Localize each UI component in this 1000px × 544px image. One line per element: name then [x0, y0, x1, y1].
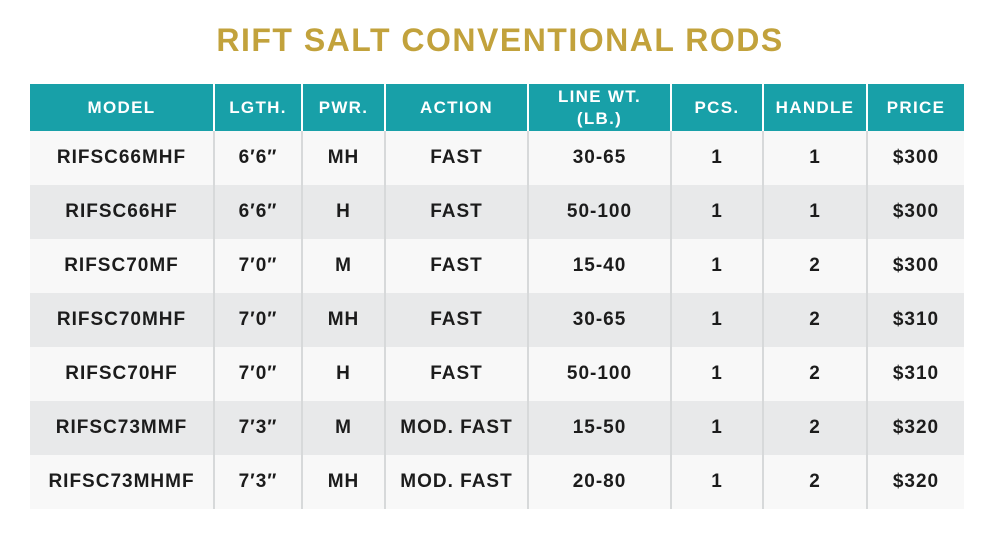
cell-handle: 2: [762, 347, 867, 401]
cell-length: 7′0″: [213, 293, 302, 347]
cell-power: H: [301, 185, 385, 239]
cell-power: MH: [301, 455, 385, 509]
rods-table-container: MODEL LGTH. PWR. ACTION LINE WT. (LB.) P…: [30, 84, 964, 509]
cell-action: FAST: [384, 239, 528, 293]
cell-action: FAST: [384, 293, 528, 347]
column-header-model: MODEL: [30, 84, 214, 131]
cell-power: H: [301, 347, 385, 401]
table-row: RIFSC66MHF 6′6″ MH FAST 30-65 1 1 $300: [30, 131, 964, 185]
cell-length: 6′6″: [213, 131, 302, 185]
cell-action: FAST: [384, 131, 528, 185]
cell-pcs: 1: [670, 347, 763, 401]
cell-length: 7′0″: [213, 347, 302, 401]
cell-power: M: [301, 401, 385, 455]
cell-price: $300: [866, 239, 964, 293]
cell-pcs: 1: [670, 401, 763, 455]
cell-pcs: 1: [670, 293, 763, 347]
cell-line-wt: 30-65: [527, 293, 671, 347]
cell-length: 7′3″: [213, 401, 302, 455]
cell-pcs: 1: [670, 185, 763, 239]
cell-model: RIFSC66MHF: [30, 131, 214, 185]
cell-line-wt: 20-80: [527, 455, 671, 509]
cell-price: $310: [866, 347, 964, 401]
column-header-action: ACTION: [384, 84, 528, 131]
cell-model: RIFSC70HF: [30, 347, 214, 401]
cell-pcs: 1: [670, 455, 763, 509]
page-title: RIFT SALT CONVENTIONAL RODS: [216, 22, 784, 58]
cell-power: M: [301, 239, 385, 293]
table-row: RIFSC73MHMF 7′3″ MH MOD. FAST 20-80 1 2 …: [30, 455, 964, 509]
cell-pcs: 1: [670, 239, 763, 293]
cell-model: RIFSC73MMF: [30, 401, 214, 455]
column-header-handle: HANDLE: [762, 84, 867, 131]
cell-action: MOD. FAST: [384, 401, 528, 455]
cell-power: MH: [301, 293, 385, 347]
cell-model: RIFSC70MHF: [30, 293, 214, 347]
cell-line-wt: 15-50: [527, 401, 671, 455]
cell-action: MOD. FAST: [384, 455, 528, 509]
cell-line-wt: 15-40: [527, 239, 671, 293]
cell-line-wt: 50-100: [527, 347, 671, 401]
cell-price: $300: [866, 185, 964, 239]
cell-price: $320: [866, 455, 964, 509]
cell-model: RIFSC66HF: [30, 185, 214, 239]
cell-price: $310: [866, 293, 964, 347]
table-row: RIFSC66HF 6′6″ H FAST 50-100 1 1 $300: [30, 185, 964, 239]
cell-price: $320: [866, 401, 964, 455]
column-header-pcs: PCS.: [670, 84, 763, 131]
rods-spec-table: MODEL LGTH. PWR. ACTION LINE WT. (LB.) P…: [30, 84, 964, 509]
cell-length: 7′3″: [213, 455, 302, 509]
cell-handle: 2: [762, 401, 867, 455]
cell-handle: 2: [762, 239, 867, 293]
cell-handle: 1: [762, 131, 867, 185]
column-header-price: PRICE: [866, 84, 964, 131]
cell-handle: 1: [762, 185, 867, 239]
cell-line-wt: 50-100: [527, 185, 671, 239]
table-row: RIFSC73MMF 7′3″ M MOD. FAST 15-50 1 2 $3…: [30, 401, 964, 455]
cell-action: FAST: [384, 347, 528, 401]
cell-action: FAST: [384, 185, 528, 239]
column-header-power: PWR.: [301, 84, 385, 131]
table-row: RIFSC70MHF 7′0″ MH FAST 30-65 1 2 $310: [30, 293, 964, 347]
column-header-length: LGTH.: [213, 84, 302, 131]
cell-model: RIFSC73MHMF: [30, 455, 214, 509]
column-header-line-wt: LINE WT. (LB.): [527, 84, 671, 131]
table-row: RIFSC70MF 7′0″ M FAST 15-40 1 2 $300: [30, 239, 964, 293]
cell-power: MH: [301, 131, 385, 185]
cell-model: RIFSC70MF: [30, 239, 214, 293]
cell-length: 7′0″: [213, 239, 302, 293]
cell-line-wt: 30-65: [527, 131, 671, 185]
cell-pcs: 1: [670, 131, 763, 185]
cell-handle: 2: [762, 293, 867, 347]
cell-length: 6′6″: [213, 185, 302, 239]
table-header-row: MODEL LGTH. PWR. ACTION LINE WT. (LB.) P…: [30, 84, 964, 131]
table-row: RIFSC70HF 7′0″ H FAST 50-100 1 2 $310: [30, 347, 964, 401]
cell-price: $300: [866, 131, 964, 185]
cell-handle: 2: [762, 455, 867, 509]
